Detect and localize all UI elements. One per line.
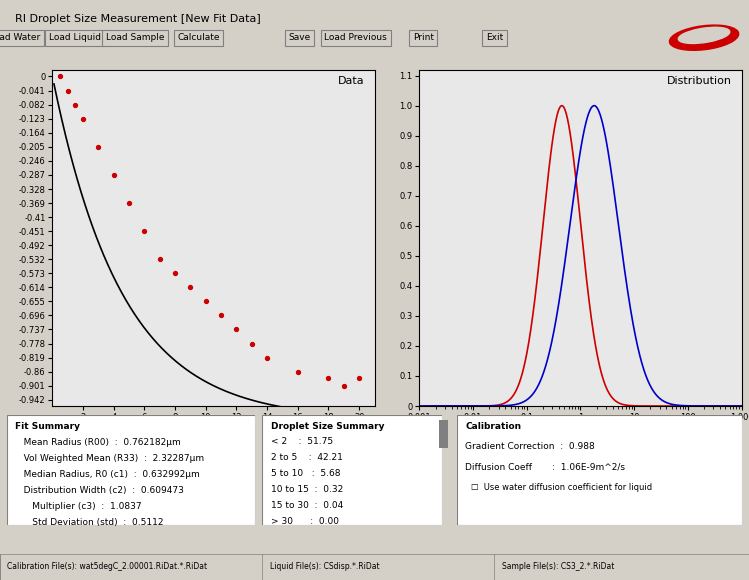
Text: Load Previous: Load Previous	[324, 33, 387, 42]
Point	[54, 72, 66, 81]
Text: Mean Radius (R00)  :  0.762182μm: Mean Radius (R00) : 0.762182μm	[15, 438, 181, 447]
Bar	[439, 420, 448, 448]
Point	[215, 311, 227, 320]
Text: Diffusion Coeff       :  1.06E-9m^2/s: Diffusion Coeff : 1.06E-9m^2/s	[465, 462, 625, 471]
Text: Load Liquid: Load Liquid	[49, 33, 101, 42]
Text: Distribution Width (c2)  :  0.609473: Distribution Width (c2) : 0.609473	[15, 486, 184, 495]
Point	[354, 373, 366, 382]
Point	[169, 269, 181, 278]
Point	[70, 100, 82, 109]
Point	[139, 227, 151, 236]
Text: > 30      :  0.00: > 30 : 0.00	[271, 517, 339, 525]
Text: Exit: Exit	[485, 33, 503, 42]
Text: Save: Save	[288, 33, 311, 42]
Ellipse shape	[670, 25, 739, 50]
Point	[231, 325, 243, 334]
Text: Calibration File(s): wat5degC_2.00001.RiDat.*.RiDat: Calibration File(s): wat5degC_2.00001.Ri…	[7, 563, 207, 571]
Text: Print: Print	[413, 33, 434, 42]
Point	[184, 282, 196, 292]
Text: ☐  Use water diffusion coefficient for liquid: ☐ Use water diffusion coefficient for li…	[471, 483, 652, 492]
Text: 10 to 15  :  0.32: 10 to 15 : 0.32	[271, 485, 343, 494]
Text: 2 to 5    :  42.21: 2 to 5 : 42.21	[271, 453, 343, 462]
Point	[292, 367, 304, 376]
Point	[261, 353, 273, 362]
FancyBboxPatch shape	[457, 415, 742, 525]
Point	[61, 86, 73, 95]
Ellipse shape	[679, 27, 730, 44]
Text: Fit Summary: Fit Summary	[15, 422, 80, 432]
Text: Data: Data	[339, 77, 365, 86]
FancyBboxPatch shape	[7, 415, 255, 525]
Text: < 2    :  51.75: < 2 : 51.75	[271, 437, 333, 446]
Text: Gradient Correction  :  0.988: Gradient Correction : 0.988	[465, 442, 595, 451]
FancyBboxPatch shape	[262, 415, 442, 525]
Point	[154, 255, 166, 264]
Point	[246, 339, 258, 348]
Point	[200, 296, 212, 306]
Text: 15 to 30  :  0.04: 15 to 30 : 0.04	[271, 501, 343, 510]
Text: Load Sample: Load Sample	[106, 33, 164, 42]
Text: Distribution: Distribution	[667, 77, 732, 86]
Text: Load Water: Load Water	[0, 33, 40, 42]
Text: Sample File(s): CS3_2.*.RiDat: Sample File(s): CS3_2.*.RiDat	[502, 563, 614, 571]
Point	[338, 381, 350, 390]
Text: Multiplier (c3)  :  1.0837: Multiplier (c3) : 1.0837	[15, 502, 142, 512]
Text: Calculate: Calculate	[178, 33, 219, 42]
Point	[77, 114, 89, 124]
Point	[92, 142, 104, 151]
Text: 5 to 10   :  5.68: 5 to 10 : 5.68	[271, 469, 341, 478]
Text: Median Radius, R0 (c1)  :  0.632992μm: Median Radius, R0 (c1) : 0.632992μm	[15, 470, 200, 479]
Text: Droplet Size Summary: Droplet Size Summary	[271, 422, 385, 432]
Text: Std Deviation (std)  :  0.5112: Std Deviation (std) : 0.5112	[15, 519, 163, 527]
Text: RI Droplet Size Measurement [New Fit Data]: RI Droplet Size Measurement [New Fit Dat…	[15, 14, 261, 24]
Text: Vol Weighted Mean (R33)  :  2.32287μm: Vol Weighted Mean (R33) : 2.32287μm	[15, 454, 204, 463]
Point	[323, 373, 335, 382]
Text: Liquid File(s): CSdisp.*.RiDat: Liquid File(s): CSdisp.*.RiDat	[270, 563, 379, 571]
Point	[108, 171, 120, 180]
Point	[123, 198, 135, 208]
Text: Calibration: Calibration	[465, 422, 521, 432]
